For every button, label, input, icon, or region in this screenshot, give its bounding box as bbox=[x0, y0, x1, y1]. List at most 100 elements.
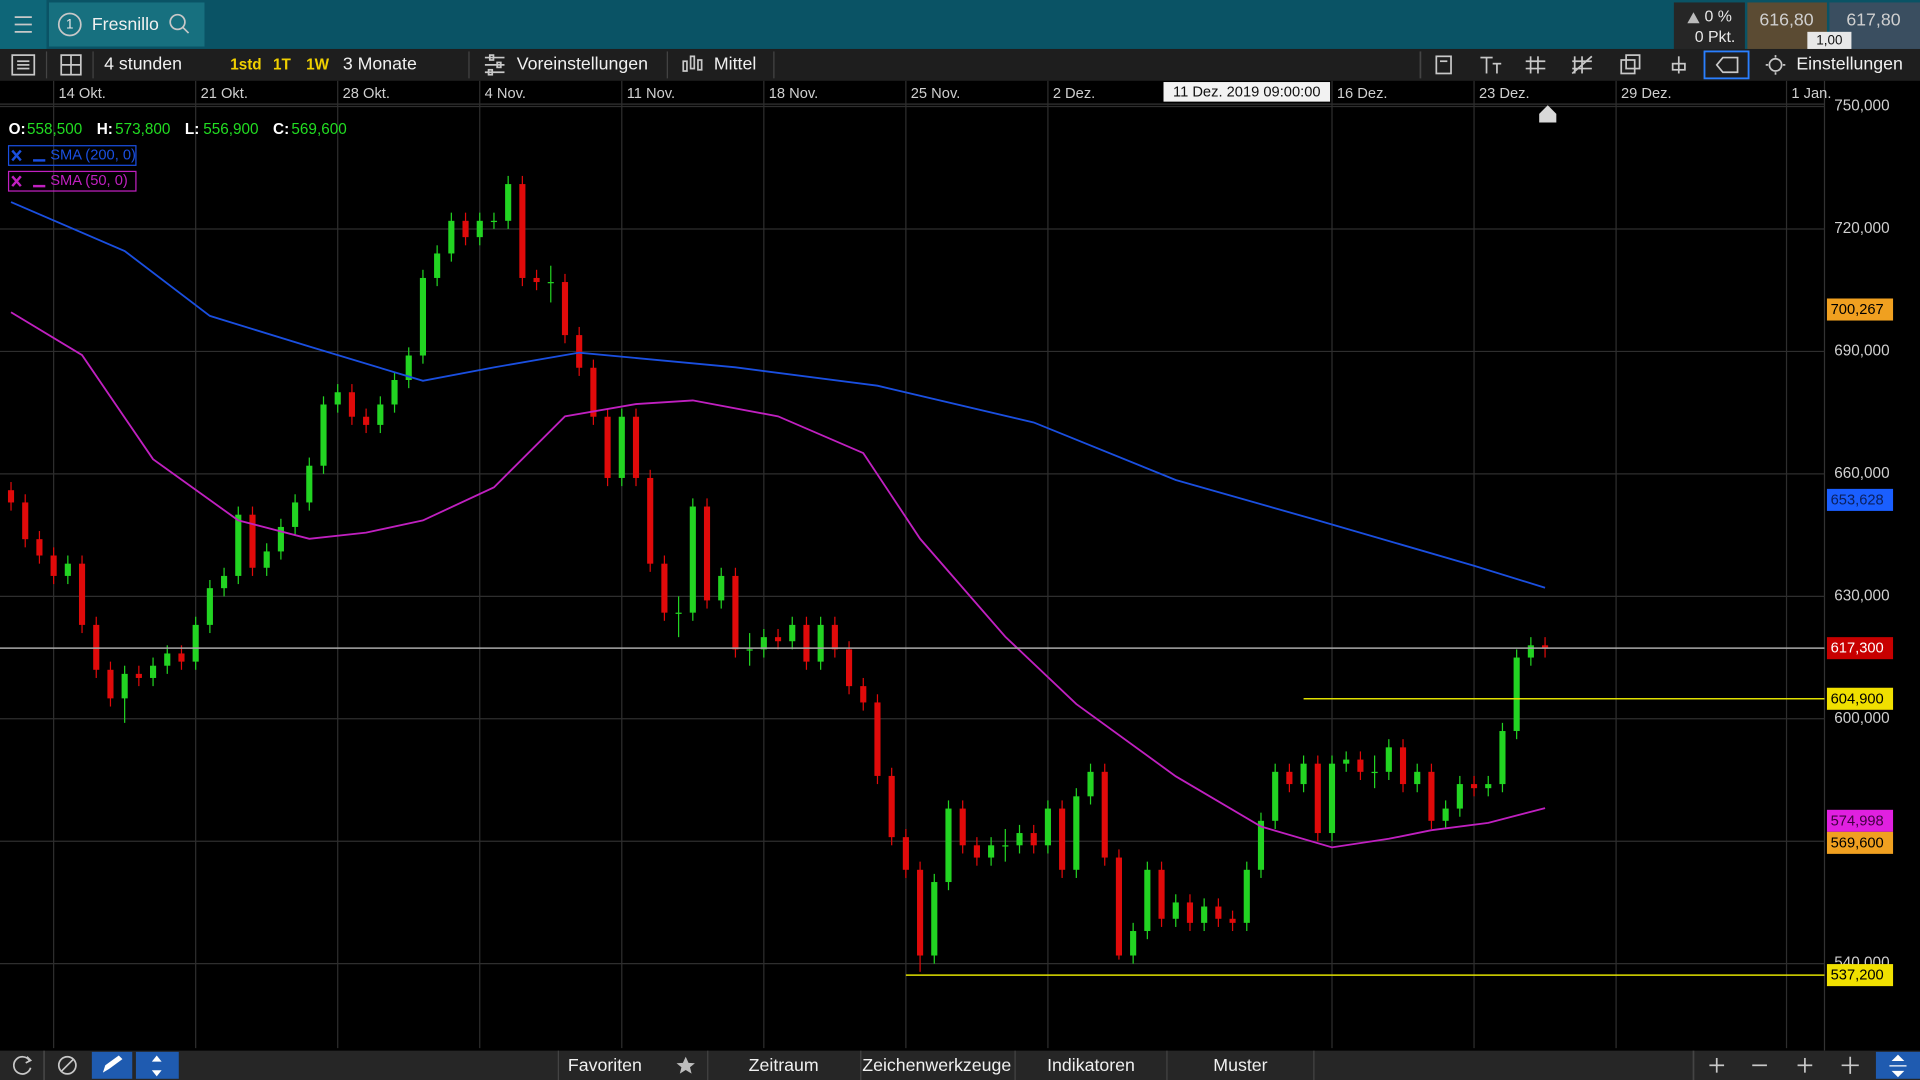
candle-body bbox=[1272, 771, 1279, 821]
footer-item[interactable]: Favoriten bbox=[568, 1055, 642, 1075]
plot: 700,267 653,628 617,300 604,900 574,998 569,6… bbox=[0, 82, 1894, 987]
candle-body bbox=[1243, 869, 1250, 923]
chart-style[interactable]: Mittel bbox=[714, 54, 756, 74]
price-marker-label: 574,998 bbox=[1831, 813, 1884, 829]
x-tick-label: 11 Nov. bbox=[627, 86, 675, 102]
candle-body bbox=[661, 563, 668, 613]
search-box[interactable] bbox=[48, 2, 205, 47]
legend-label: SMA (200, 0) bbox=[50, 147, 136, 163]
candle-body bbox=[363, 416, 370, 425]
candle-body bbox=[1115, 857, 1122, 956]
footer-item[interactable]: Zeitraum bbox=[749, 1055, 819, 1075]
candle-body bbox=[632, 416, 640, 478]
crosshair-time-box bbox=[1163, 82, 1331, 102]
bottom-right-icons[interactable] bbox=[1692, 1050, 1859, 1080]
candle-body bbox=[178, 653, 185, 662]
candle-body bbox=[1002, 845, 1009, 847]
candle-body bbox=[1314, 763, 1321, 834]
list-icon[interactable] bbox=[11, 54, 36, 76]
symbol-number-circle bbox=[57, 12, 82, 37]
candle-body bbox=[292, 502, 299, 527]
candle-body bbox=[746, 649, 753, 651]
candle-body bbox=[988, 845, 995, 858]
quick-interval[interactable]: 1T bbox=[273, 57, 292, 74]
candle-body bbox=[718, 575, 725, 601]
candle-body bbox=[1343, 759, 1350, 764]
star-icon[interactable] bbox=[676, 1056, 695, 1074]
candle-body bbox=[206, 588, 213, 625]
toolbar-icons[interactable] bbox=[1419, 51, 1686, 79]
candle-body bbox=[945, 808, 952, 883]
candle-body bbox=[1215, 906, 1222, 919]
quick-interval[interactable]: 1std bbox=[230, 57, 261, 74]
candle-body bbox=[1030, 833, 1037, 846]
candle-body bbox=[434, 253, 441, 278]
interval[interactable]: 4 stunden bbox=[104, 54, 182, 74]
active-tool[interactable] bbox=[1703, 50, 1750, 80]
readout-value: 573,800 bbox=[115, 121, 170, 138]
presets-icon bbox=[484, 54, 505, 76]
candle-body bbox=[860, 686, 867, 703]
candle-body bbox=[377, 404, 384, 425]
candle-body bbox=[561, 282, 569, 336]
candle-body bbox=[874, 702, 881, 776]
candle-body bbox=[1257, 820, 1265, 870]
candle-body bbox=[192, 624, 199, 662]
candle-body bbox=[647, 477, 654, 564]
candle-body bbox=[1470, 784, 1478, 789]
price-marker-label: 604,900 bbox=[1831, 691, 1884, 707]
x-tick-label: 2 Dez. bbox=[1053, 86, 1095, 102]
candle-body bbox=[448, 220, 455, 254]
grid: 540,000570,000600,000630,000660,000690,0… bbox=[0, 80, 1890, 1049]
pencil-icon bbox=[102, 1055, 123, 1073]
candle-body bbox=[121, 673, 128, 699]
candle-body bbox=[846, 649, 853, 687]
x-tick-label: 21 Okt. bbox=[201, 86, 248, 102]
candle-body bbox=[235, 514, 242, 576]
candle-body bbox=[902, 837, 909, 870]
symbol-number: 1 bbox=[66, 17, 73, 32]
quick-interval[interactable]: 1W bbox=[306, 57, 330, 74]
toolbar bbox=[0, 48, 1920, 81]
y-tick-label: 630,000 bbox=[1834, 587, 1889, 604]
x-tick-label: 1 Jan. bbox=[1791, 86, 1831, 102]
indicator-line bbox=[10, 311, 1546, 849]
legend-label: SMA (50, 0) bbox=[50, 173, 128, 189]
search-icon bbox=[169, 13, 190, 34]
bottom-left-icons[interactable] bbox=[12, 1050, 77, 1080]
footer-item[interactable]: Zeichenwerkzeuge bbox=[862, 1055, 1011, 1075]
candle-body bbox=[306, 465, 313, 503]
readout-key: C: bbox=[273, 121, 289, 138]
bottom-bar bbox=[0, 1050, 1920, 1080]
candle-body bbox=[774, 637, 782, 642]
legend-close bbox=[11, 175, 22, 187]
candle-body bbox=[1158, 869, 1165, 919]
legend-box bbox=[7, 170, 137, 192]
candle-body bbox=[221, 575, 228, 589]
candle-body bbox=[1059, 808, 1066, 870]
candle-body bbox=[1385, 747, 1392, 772]
candle-body bbox=[1044, 808, 1051, 846]
legend: O: 558,500 H: 573,800 L: 556,900 C: 569,600 SMA … bbox=[7, 121, 347, 192]
change-percent: 0 % bbox=[1704, 8, 1731, 25]
footer-item[interactable]: Indikatoren bbox=[1047, 1055, 1135, 1075]
layout-icon[interactable] bbox=[60, 54, 82, 76]
symbol-name: Fresnillo bbox=[92, 14, 159, 34]
footer-item[interactable]: Muster bbox=[1213, 1055, 1267, 1075]
candle-body bbox=[135, 673, 142, 678]
candle-body bbox=[1300, 763, 1307, 785]
settings[interactable]: Einstellungen bbox=[1796, 54, 1903, 74]
presets[interactable]: Voreinstellungen bbox=[517, 54, 648, 74]
candle-body bbox=[490, 220, 498, 223]
candle-body bbox=[249, 514, 256, 568]
candle-body bbox=[36, 539, 43, 556]
price-marker-label: 569,600 bbox=[1831, 835, 1884, 851]
range[interactable]: 3 Monate bbox=[343, 54, 417, 74]
candle-body bbox=[1144, 869, 1151, 932]
candle-body bbox=[1229, 918, 1236, 923]
readout-key: L: bbox=[185, 121, 199, 138]
candle-body bbox=[576, 335, 583, 368]
candle-body bbox=[7, 490, 15, 503]
y-tick-label: 660,000 bbox=[1834, 465, 1889, 482]
candle-body bbox=[1542, 645, 1549, 649]
